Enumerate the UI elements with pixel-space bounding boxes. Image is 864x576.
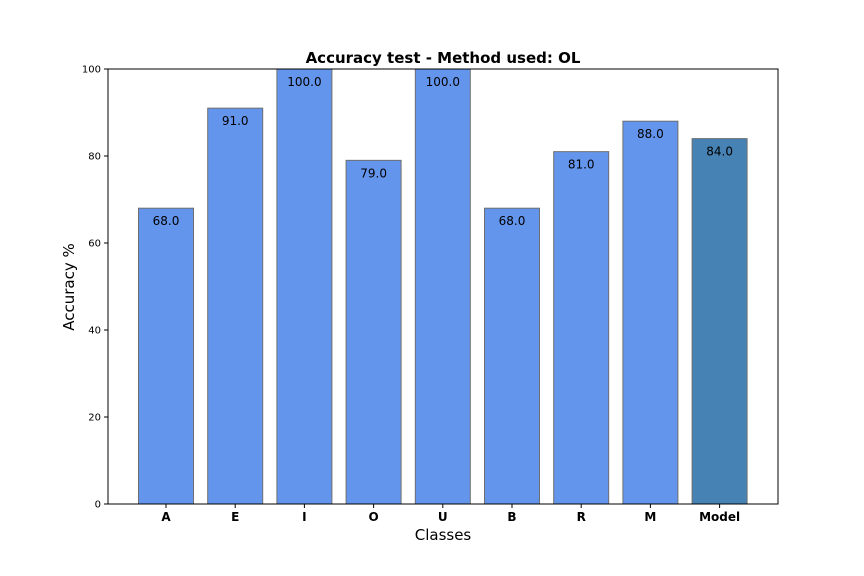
y-tick-label-40: 40 bbox=[88, 326, 101, 337]
data-label-a: 68.0 bbox=[153, 214, 180, 228]
data-label-m: 88.0 bbox=[637, 127, 664, 141]
y-tick-label-60: 60 bbox=[88, 239, 101, 250]
chart-title: Accuracy test - Method used: OL bbox=[306, 49, 581, 67]
y-tick-label-80: 80 bbox=[88, 152, 101, 163]
x-axis-label: Classes bbox=[415, 526, 472, 544]
x-tick-label-model: Model bbox=[699, 510, 740, 524]
data-label-u: 100.0 bbox=[426, 75, 460, 89]
y-tick-label-0: 0 bbox=[95, 500, 101, 511]
bar-u bbox=[414, 68, 471, 505]
y-tick-label-20: 20 bbox=[88, 413, 101, 424]
y-axis: 0 20 40 60 80 100 bbox=[82, 65, 108, 511]
y-axis-label: Accuracy % bbox=[60, 243, 78, 331]
x-tick-label-i: I bbox=[302, 510, 306, 524]
bar-model bbox=[691, 138, 748, 505]
x-tick-label-a: A bbox=[161, 510, 171, 524]
bar-m bbox=[622, 120, 679, 505]
data-label-r: 81.0 bbox=[568, 158, 595, 172]
x-tick-label-o: O bbox=[368, 510, 378, 524]
bars-group bbox=[138, 68, 748, 505]
x-tick-label-m: M bbox=[644, 510, 656, 524]
data-label-e: 91.0 bbox=[222, 114, 249, 128]
x-tick-label-e: E bbox=[231, 510, 239, 524]
x-tick-label-u: U bbox=[438, 510, 448, 524]
data-label-model: 84.0 bbox=[706, 145, 733, 159]
bar-o bbox=[345, 159, 402, 505]
data-label-o: 79.0 bbox=[360, 166, 387, 180]
x-tick-label-r: R bbox=[577, 510, 586, 524]
y-tick-label-100: 100 bbox=[82, 65, 101, 76]
data-labels-group: 68.0 91.0 100.0 79.0 100.0 68.0 81.0 88.0 84.0 bbox=[153, 75, 733, 228]
data-label-b: 68.0 bbox=[499, 214, 526, 228]
bar-i bbox=[276, 68, 333, 505]
x-tick-label-b: B bbox=[507, 510, 516, 524]
bar-r bbox=[553, 151, 610, 505]
bar-a bbox=[138, 207, 194, 505]
x-axis: A E I O U B R M Model bbox=[161, 504, 740, 524]
data-label-i: 100.0 bbox=[287, 75, 321, 89]
bar-b bbox=[484, 207, 540, 505]
bar-e bbox=[207, 107, 264, 505]
